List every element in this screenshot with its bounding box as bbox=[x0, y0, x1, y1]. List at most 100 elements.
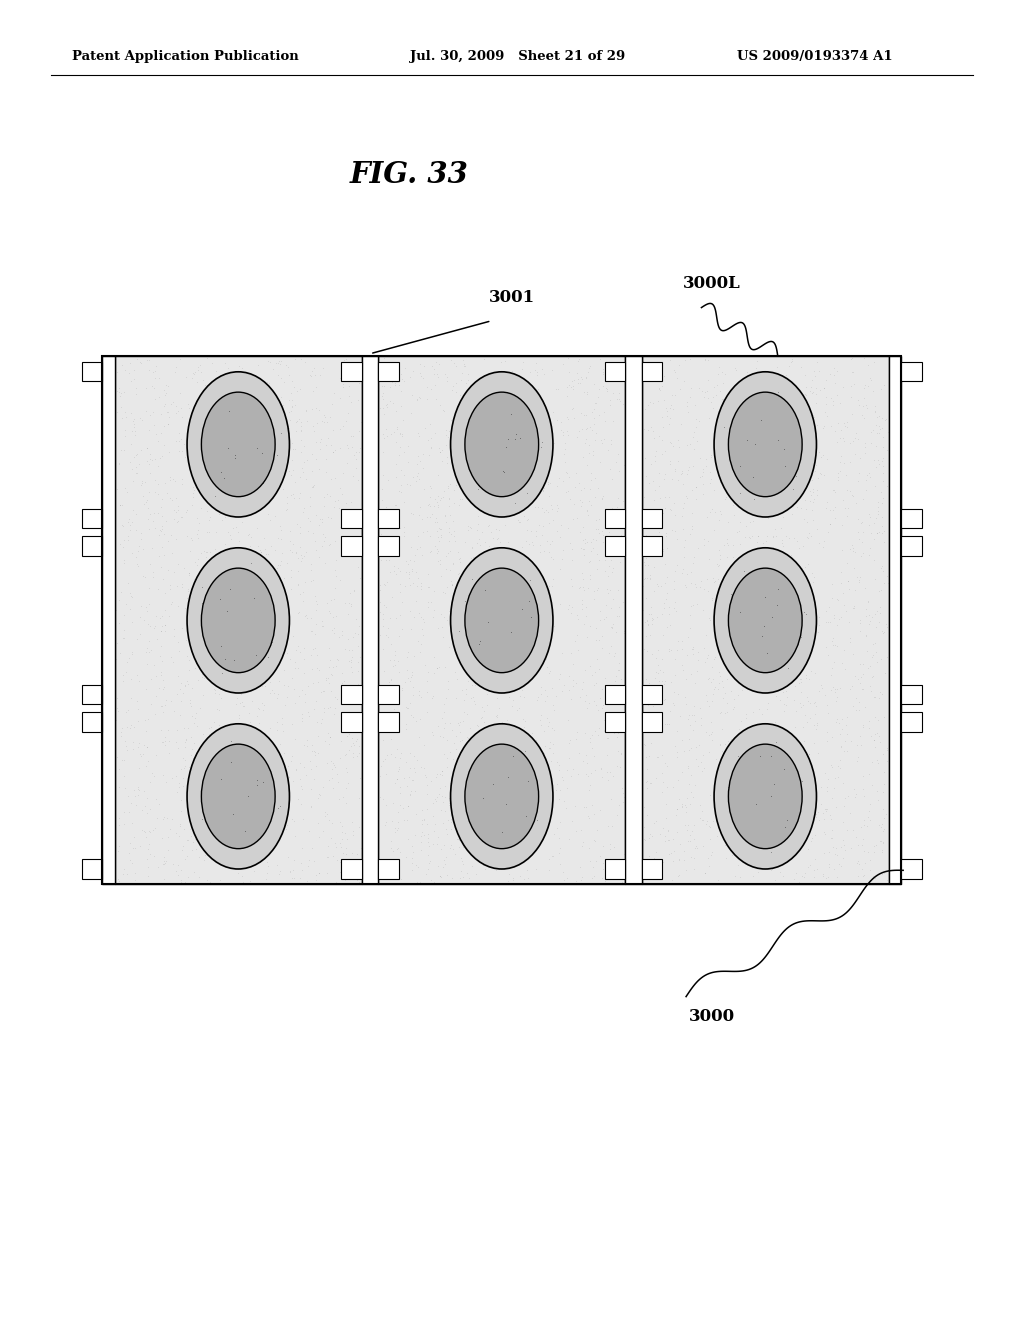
Point bbox=[373, 532, 389, 553]
Point bbox=[164, 490, 180, 511]
Point bbox=[665, 399, 681, 420]
Point bbox=[853, 667, 869, 688]
Point bbox=[224, 471, 241, 492]
Point bbox=[176, 434, 193, 455]
Point bbox=[660, 639, 677, 660]
Point bbox=[123, 371, 139, 392]
Point bbox=[570, 420, 587, 441]
Point bbox=[303, 759, 319, 780]
Point bbox=[479, 645, 496, 667]
Point bbox=[750, 531, 766, 552]
Point bbox=[144, 561, 161, 582]
Point bbox=[272, 594, 289, 615]
Point bbox=[420, 564, 436, 585]
Point bbox=[372, 397, 388, 418]
Point bbox=[548, 379, 564, 400]
Point bbox=[867, 632, 884, 653]
Point bbox=[481, 642, 498, 663]
Point bbox=[119, 482, 135, 503]
Point bbox=[854, 865, 870, 886]
Point bbox=[799, 442, 815, 463]
Point bbox=[499, 793, 515, 814]
Point bbox=[199, 767, 215, 788]
Point bbox=[657, 589, 674, 610]
Point bbox=[391, 363, 408, 384]
Point bbox=[750, 525, 766, 546]
Point bbox=[705, 690, 721, 711]
Point bbox=[610, 660, 627, 681]
Point bbox=[584, 665, 600, 686]
Point bbox=[843, 348, 859, 370]
Point bbox=[422, 541, 438, 562]
Point bbox=[494, 374, 510, 395]
Point bbox=[326, 704, 342, 725]
Point bbox=[313, 535, 330, 556]
Point bbox=[416, 479, 432, 500]
Point bbox=[532, 437, 549, 458]
Point bbox=[756, 847, 772, 869]
Point bbox=[700, 696, 717, 717]
Point bbox=[456, 689, 472, 710]
Point bbox=[189, 359, 206, 380]
Point bbox=[787, 862, 804, 883]
Point bbox=[230, 833, 247, 854]
Point bbox=[457, 531, 473, 552]
Point bbox=[186, 589, 203, 610]
Point bbox=[408, 804, 424, 825]
Point bbox=[495, 587, 511, 609]
Point bbox=[732, 512, 749, 533]
Point bbox=[592, 348, 608, 370]
Point bbox=[763, 859, 779, 880]
Point bbox=[612, 513, 629, 535]
Point bbox=[654, 444, 671, 465]
Point bbox=[304, 477, 321, 498]
Point bbox=[302, 620, 318, 642]
Point bbox=[722, 568, 738, 589]
Point bbox=[825, 605, 842, 626]
Point bbox=[157, 807, 173, 828]
Point bbox=[598, 595, 614, 616]
Point bbox=[856, 865, 872, 886]
Point bbox=[160, 401, 176, 422]
Point bbox=[324, 759, 340, 780]
Point bbox=[720, 579, 736, 601]
Point bbox=[154, 422, 170, 444]
Point bbox=[236, 696, 252, 717]
Point bbox=[809, 858, 825, 879]
Point bbox=[545, 742, 561, 763]
Point bbox=[155, 536, 171, 557]
Point bbox=[221, 748, 238, 770]
Point bbox=[775, 536, 792, 557]
Point bbox=[578, 605, 594, 626]
Point bbox=[711, 453, 727, 474]
Point bbox=[241, 425, 257, 446]
Point bbox=[816, 809, 833, 830]
Point bbox=[240, 738, 256, 759]
Point bbox=[687, 673, 703, 694]
Point bbox=[160, 413, 176, 434]
Point bbox=[116, 381, 132, 403]
Point bbox=[126, 413, 142, 434]
Point bbox=[156, 846, 172, 867]
Point bbox=[554, 681, 570, 702]
Point bbox=[611, 389, 628, 411]
Point bbox=[501, 849, 517, 870]
Point bbox=[125, 499, 141, 520]
Point bbox=[577, 690, 593, 711]
Point bbox=[125, 739, 141, 760]
Point bbox=[156, 380, 172, 401]
Point bbox=[170, 422, 186, 444]
Point bbox=[509, 474, 525, 495]
Point bbox=[383, 867, 399, 888]
Point bbox=[425, 607, 441, 628]
Point bbox=[387, 372, 403, 393]
Point bbox=[316, 701, 333, 722]
Point bbox=[278, 593, 294, 614]
Point bbox=[867, 686, 884, 708]
Point bbox=[827, 372, 844, 393]
Point bbox=[645, 812, 662, 833]
Point bbox=[871, 814, 888, 836]
Point bbox=[229, 438, 246, 459]
Point bbox=[723, 478, 739, 499]
Point bbox=[470, 474, 486, 495]
